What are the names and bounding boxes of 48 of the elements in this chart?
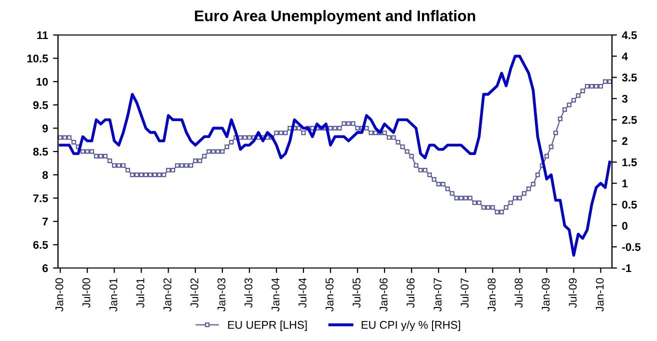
y-tick-label: 10.5 (27, 54, 48, 62)
y-tick-label: 6 (42, 264, 48, 272)
y2-tick-label: 0 (622, 222, 628, 230)
y-tick-label: 11 (37, 31, 48, 40)
x-tick-label: Jul-05 (352, 278, 360, 308)
x-tick-label: Jan-08 (488, 278, 496, 312)
chart-title: Euro Area Unemployment and Inflation (194, 10, 476, 24)
x-tick-label: Jan-02 (163, 278, 172, 312)
x-tick-label: Jan-00 (55, 278, 64, 312)
y-tick-label: 10 (36, 78, 48, 86)
x-tick-label: Jan-09 (542, 278, 550, 312)
legend-label: EU CPI y/y % [RHS] (362, 320, 460, 331)
y2-tick-label: 2 (622, 137, 628, 145)
y-tick-label: 6.5 (33, 240, 48, 249)
x-tick-label: Jul-06 (406, 278, 415, 308)
y-tick-label: 8.5 (33, 148, 48, 156)
x-tick-label: Jul-03 (244, 278, 252, 308)
x-tick-label: Jul-04 (298, 278, 306, 308)
x-tick-label: Jul-01 (136, 278, 144, 308)
x-tick-label: Jan-10 (596, 278, 604, 312)
y2-tick-label: 0.5 (622, 200, 637, 209)
x-tick-label: Jan-03 (218, 278, 226, 312)
legend-label: EU UEPR [LHS] (228, 320, 307, 331)
y-tick-label: 9 (42, 124, 48, 132)
x-tick-label: Jul-09 (568, 278, 577, 308)
y2-tick-label: 1 (622, 180, 628, 188)
y2-tick-label: 1.5 (622, 158, 637, 166)
y2-tick-label: -0.5 (622, 243, 641, 251)
x-tick-label: Jul-08 (514, 278, 523, 308)
y2-tick-label: 2.5 (622, 116, 637, 124)
x-tick-label: Jul-00 (82, 278, 90, 308)
x-tick-label: Jan-01 (109, 278, 118, 312)
y2-tick-label: -1 (622, 264, 632, 272)
x-tick-label: Jan-07 (434, 278, 442, 312)
y2-tick-label: 4 (622, 52, 628, 60)
y2-tick-label: 3.5 (622, 74, 637, 82)
y-tick-label: 9.5 (33, 101, 48, 110)
y-tick-label: 7 (42, 218, 48, 226)
x-tick-label: Jan-04 (272, 278, 280, 312)
y-tick-label: 8 (42, 171, 48, 179)
y-tick-label: 7.5 (33, 194, 48, 202)
x-tick-label: Jul-07 (460, 278, 469, 308)
x-tick-label: Jan-06 (380, 278, 388, 312)
y2-tick-label: 3 (622, 94, 628, 103)
x-tick-label: Jan-05 (326, 278, 334, 312)
line-series (58, 54, 612, 257)
x-tick-label: Jul-02 (190, 278, 198, 308)
y2-tick-label: 4.5 (622, 31, 637, 40)
